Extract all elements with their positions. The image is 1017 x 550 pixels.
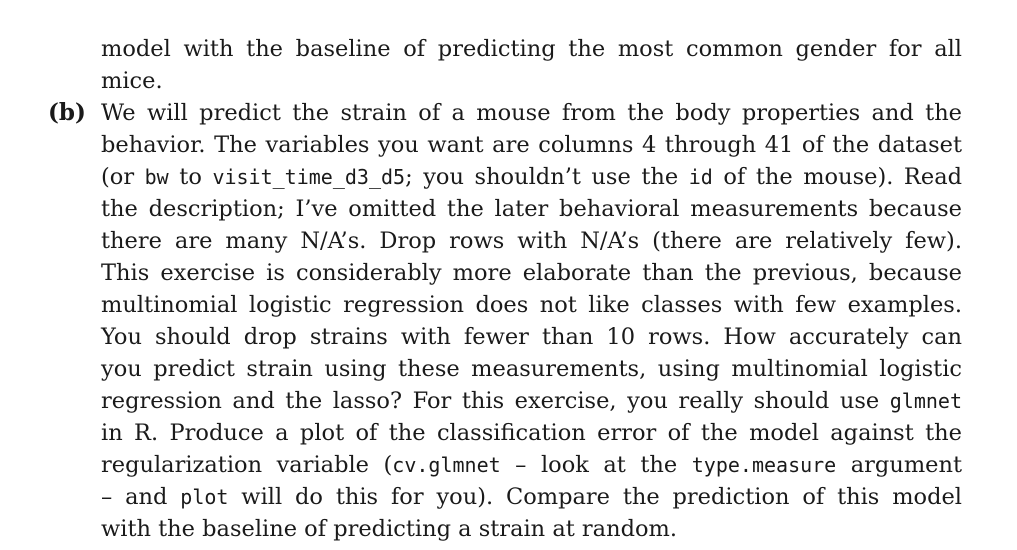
paragraph-line: with the baseline of predicting a strain… <box>101 516 678 542</box>
text-span: to <box>168 164 213 190</box>
code-span: visit_time_d3_d5 <box>212 165 406 189</box>
code-span: id <box>688 165 713 189</box>
paragraph-line: We will predict the strain of a mouse fr… <box>101 100 962 126</box>
paragraph-line: – and plot will do this for you). Compar… <box>101 481 962 513</box>
text-span: – and <box>101 484 181 510</box>
paragraph-line: You should drop strains with fewer than … <box>101 324 962 350</box>
paragraph-line: regression and the lasso? For this exerc… <box>101 385 962 417</box>
code-span: glmnet <box>889 389 962 413</box>
text-span: of the mouse). Read <box>712 164 963 190</box>
paragraph-line: mice. <box>101 68 163 94</box>
paragraph-line: regularization variable (cv.glmnet – loo… <box>101 449 962 481</box>
paragraph-line: This exercise is considerably more elabo… <box>101 260 962 286</box>
paragraph-line: in R. Produce a plot of the classificati… <box>101 420 962 446</box>
paragraph-line: there are many N/A’s. Drop rows with N/A… <box>101 228 962 254</box>
code-span: bw <box>144 165 169 189</box>
text-span: will do this for you). Compare the predi… <box>228 484 962 510</box>
paragraph-line: multinomial logistic regression does not… <box>101 292 962 318</box>
text-span: regression and the lasso? For this exerc… <box>101 388 890 414</box>
item-label-b: (b) <box>48 99 86 126</box>
text-span: (or <box>101 164 145 190</box>
code-span: cv.glmnet <box>392 453 501 477</box>
paragraph-line: (or bw to visit_time_d3_d5; you shouldn’… <box>101 161 962 193</box>
paragraph-line: you predict strain using these measureme… <box>101 356 962 382</box>
code-span: type.measure <box>691 453 837 477</box>
text-span: regularization variable ( <box>101 452 393 478</box>
code-span: plot <box>180 485 229 509</box>
paragraph-line: model with the baseline of predicting th… <box>101 36 962 62</box>
text-span: – look at the <box>500 452 692 478</box>
paragraph-line: behavior. The variables you want are col… <box>101 132 962 158</box>
text-span: argument <box>836 452 962 478</box>
text-span: ; you shouldn’t use the <box>405 164 689 190</box>
paragraph-line: the description; I’ve omitted the later … <box>101 196 962 222</box>
